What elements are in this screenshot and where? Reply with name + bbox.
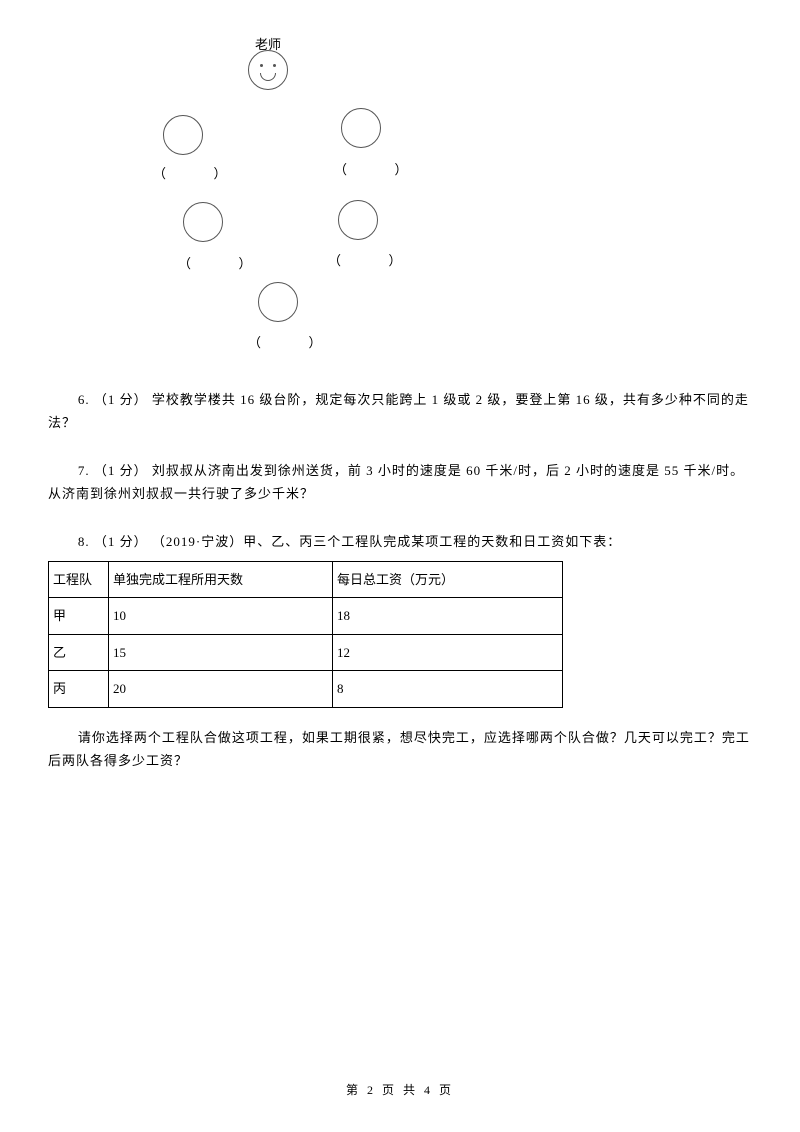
seat-circle [338,200,378,240]
footer-text: 第 [346,1083,367,1097]
table-row: 甲 10 18 [49,598,563,634]
footer-text: 页 [433,1083,454,1097]
seat-circle [163,115,203,155]
seat-circle [341,108,381,148]
table-cell: 甲 [49,598,109,634]
blank-paren: （ ） [334,158,412,181]
table-cell: 每日总工资（万元） [333,561,563,597]
problem-6: 6. （1 分） 学校教学楼共 16 级台阶，规定每次只能跨上 1 级或 2 级… [48,388,752,435]
blank-paren: （ ） [328,249,406,272]
footer-text: 页 共 [376,1083,424,1097]
blank-paren: （ ） [153,162,231,185]
footer-total: 4 [424,1083,433,1097]
table-cell: 18 [333,598,563,634]
footer-page: 2 [367,1083,376,1097]
problem-8: 8. （1 分） （2019·宁波）甲、乙、丙三个工程队完成某项工程的天数和日工… [48,530,752,553]
teacher-face-icon [248,50,288,90]
table-row: 乙 15 12 [49,634,563,670]
seating-diagram: 老师 （ ） （ ） （ ） （ ） （ ） [48,30,752,370]
table-row: 丙 20 8 [49,671,563,707]
table-cell: 15 [109,634,333,670]
table-cell: 丙 [49,671,109,707]
table-cell: 单独完成工程所用天数 [109,561,333,597]
table-row: 工程队 单独完成工程所用天数 每日总工资（万元） [49,561,563,597]
problem-7: 7. （1 分） 刘叔叔从济南出发到徐州送货，前 3 小时的速度是 60 千米/… [48,459,752,506]
table-cell: 8 [333,671,563,707]
page-footer: 第 2 页 共 4 页 [0,1080,800,1102]
table-cell: 乙 [49,634,109,670]
problem-8-followup: 请你选择两个工程队合做这项工程，如果工期很紧，想尽快完工，应选择哪两个队合做？几… [48,726,752,773]
blank-paren: （ ） [178,252,256,275]
table-cell: 工程队 [49,561,109,597]
table-cell: 10 [109,598,333,634]
blank-paren: （ ） [248,331,326,354]
seat-circle [183,202,223,242]
table-cell: 12 [333,634,563,670]
seat-circle [258,282,298,322]
table-cell: 20 [109,671,333,707]
engineering-table: 工程队 单独完成工程所用天数 每日总工资（万元） 甲 10 18 乙 15 12… [48,561,563,708]
